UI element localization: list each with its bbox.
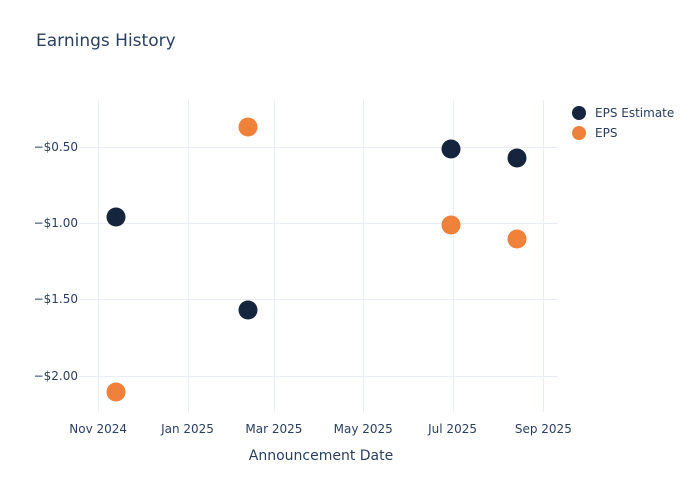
legend-label-eps: EPS: [595, 126, 618, 140]
x-tick-mark: [452, 406, 454, 412]
y-tick-label: −$1.50: [33, 292, 78, 307]
x-gridline: [187, 100, 189, 406]
x-tick-label: Sep 2025: [514, 422, 572, 436]
point-eps-estimate-2025-02-11[interactable]: [238, 300, 258, 320]
x-tick-mark: [273, 406, 275, 412]
legend-marker-eps-icon: [572, 126, 586, 140]
point-eps-estimate-2025-06-30[interactable]: [441, 139, 461, 159]
point-eps-2025-08-14[interactable]: [507, 229, 527, 249]
legend-label-eps-estimate: EPS Estimate: [595, 106, 675, 120]
x-tick-label: Nov 2024: [69, 422, 128, 436]
x-gridline: [98, 100, 100, 406]
y-gridline: [85, 223, 558, 225]
x-tick-label: Jan 2025: [161, 422, 214, 436]
x-gridline: [363, 100, 365, 406]
x-gridline: [452, 100, 454, 406]
point-eps-estimate-2024-11-13[interactable]: [106, 207, 126, 227]
x-tick-label: Jul 2025: [428, 422, 477, 436]
y-gridline: [85, 147, 558, 149]
x-tick-label: Mar 2025: [245, 422, 303, 436]
y-tick-label: −$1.00: [33, 216, 78, 231]
y-tick-mark: [79, 375, 85, 377]
x-tick-mark: [187, 406, 189, 412]
chart-title: Earnings History: [36, 31, 176, 51]
x-gridline: [543, 100, 545, 406]
x-tick-label: May 2025: [333, 422, 393, 436]
y-gridline: [85, 375, 558, 377]
legend-item-eps-estimate[interactable]: EPS Estimate: [572, 103, 674, 123]
legend-item-eps[interactable]: EPS: [572, 123, 674, 143]
x-tick-mark: [543, 406, 545, 412]
y-tick-mark: [79, 147, 85, 149]
point-eps-2024-11-13[interactable]: [106, 382, 126, 402]
point-eps-2025-06-30[interactable]: [441, 215, 461, 235]
y-tick-mark: [79, 223, 85, 225]
x-tick-mark: [363, 406, 365, 412]
y-tick-label: −$2.00: [33, 368, 78, 383]
y-tick-label: −$0.50: [33, 140, 78, 155]
legend: EPS Estimate EPS: [572, 103, 674, 143]
y-tick-mark: [79, 299, 85, 301]
y-gridline: [85, 299, 558, 301]
x-axis-title: Announcement Date: [248, 448, 394, 464]
legend-marker-eps-estimate-icon: [572, 106, 586, 120]
x-tick-mark: [98, 406, 100, 412]
x-gridline: [273, 100, 275, 406]
point-eps-2025-02-11[interactable]: [238, 117, 258, 137]
point-eps-estimate-2025-08-14[interactable]: [507, 148, 527, 168]
